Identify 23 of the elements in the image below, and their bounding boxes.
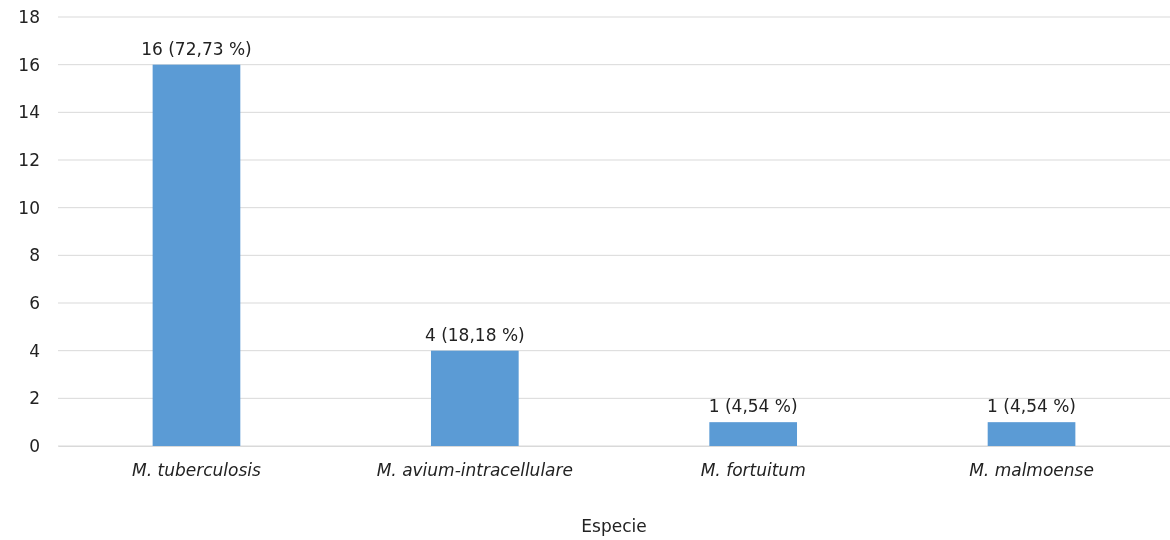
x-tick-label: M. avium-intracellulare: [376, 460, 573, 481]
data-label: 16 (72,73 %): [141, 38, 252, 59]
y-tick-label: 0: [29, 435, 40, 456]
y-tick-label: 8: [29, 245, 40, 266]
y-tick-label: 14: [18, 102, 40, 123]
y-tick-label: 2: [29, 388, 40, 409]
data-label: 1 (4,54 %): [987, 396, 1076, 417]
x-tick-label: M. malmoense: [969, 460, 1094, 481]
bar: [709, 422, 798, 446]
y-tick-label: 4: [29, 340, 40, 361]
y-tick-label: 18: [18, 6, 40, 27]
x-axis-title: Especie: [581, 516, 647, 536]
y-tick-label: 16: [18, 54, 40, 75]
y-tick-label: 6: [29, 292, 40, 313]
x-tick-label: M. tuberculosis: [132, 460, 262, 481]
x-tick-label: M. fortuitum: [700, 460, 806, 481]
bar: [152, 64, 241, 446]
y-tick-label: 10: [18, 197, 40, 218]
bar: [430, 350, 519, 446]
y-tick-label: 12: [18, 149, 40, 170]
data-label: 1 (4,54 %): [708, 396, 798, 417]
data-label: 4 (18,18 %): [424, 324, 525, 345]
bar: [987, 422, 1076, 446]
